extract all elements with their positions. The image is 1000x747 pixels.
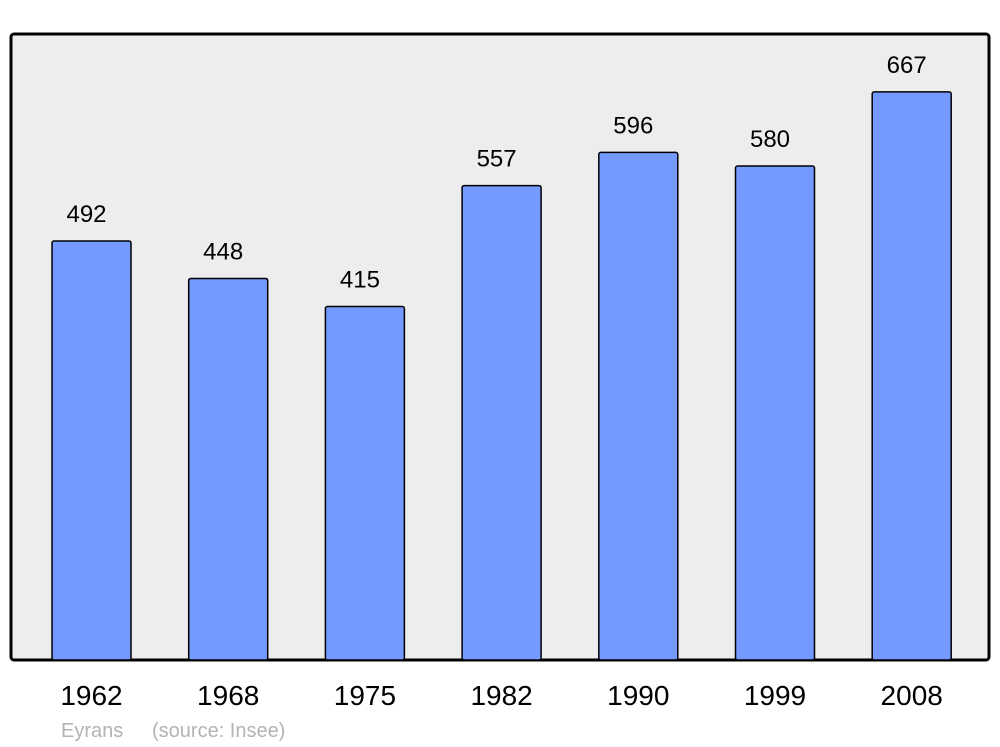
data-label-2008: 667 <box>887 52 927 79</box>
bar-1968 <box>187 277 269 661</box>
bar-1962 <box>51 240 132 661</box>
x-tick-1982: 1982 <box>470 680 532 711</box>
caption-source: (source: Insee) <box>152 720 285 742</box>
caption-place: Eyrans <box>61 720 123 742</box>
x-tick-1968: 1968 <box>197 680 259 711</box>
data-label-1990: 596 <box>613 112 653 139</box>
data-label-1975: 415 <box>340 267 380 294</box>
data-label-1962: 492 <box>66 201 106 228</box>
x-tick-1999: 1999 <box>744 680 806 711</box>
bar-2008 <box>871 91 952 661</box>
bar-1975 <box>324 305 406 661</box>
data-label-1999: 580 <box>750 126 790 153</box>
bar-1982 <box>461 184 542 661</box>
bar-1990 <box>598 151 679 661</box>
x-tick-1975: 1975 <box>334 680 396 711</box>
bar-1999 <box>734 165 816 661</box>
x-tick-2008: 2008 <box>881 680 943 711</box>
x-tick-1990: 1990 <box>607 680 669 711</box>
data-label-1982: 557 <box>477 146 517 173</box>
data-label-1968: 448 <box>203 238 243 265</box>
x-tick-1962: 1962 <box>60 680 122 711</box>
